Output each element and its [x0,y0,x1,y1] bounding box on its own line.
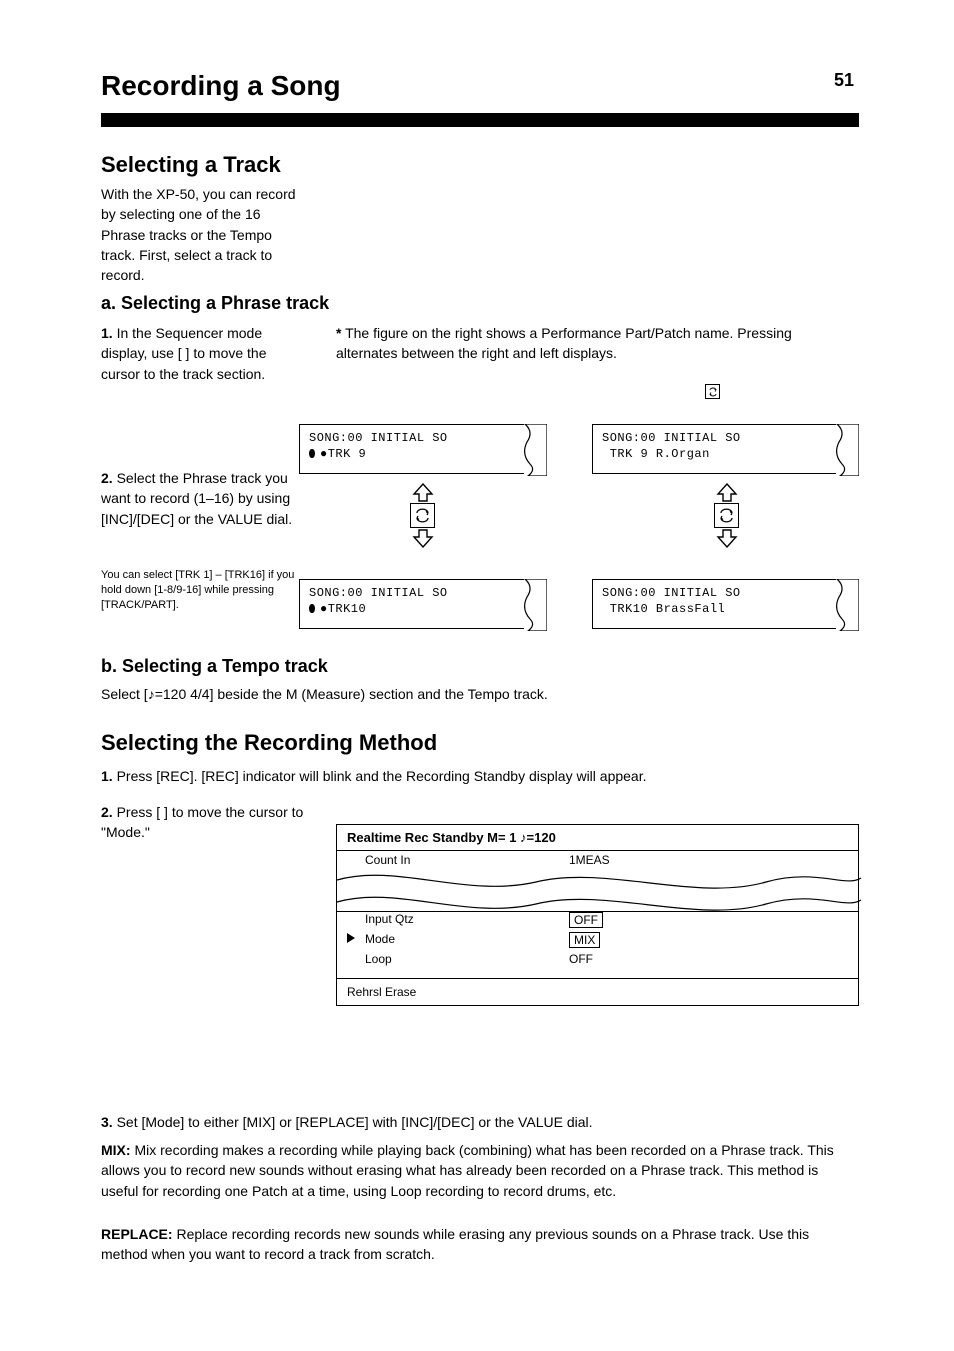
wave-break [337,868,858,912]
lcd-2-text: SONG:00 INITIAL SO TRK 9 R.Organ [593,425,858,462]
step-r3-num: 3. [101,1114,113,1130]
menu-value: 1MEAS [565,853,614,867]
menu-title: Realtime Rec Standby M= 1 ♪=120 [337,825,858,851]
step-a2-text: Select the Phrase track you want to reco… [101,470,292,527]
cycle-icon [714,503,739,528]
step-r3-text: Set [Mode] to either [MIX] or [REPLACE] … [117,1114,593,1130]
lcd-1: SONG:00 INITIAL SO ●TRK 9 [299,424,547,474]
page-title: Recording a Song [101,70,341,102]
arrow-down-icon [412,529,434,548]
menu-value-box: MIX [569,932,600,948]
step-a1-text: In the Sequencer mode display, use [ ] t… [101,325,267,382]
menu-row-0: Count In 1MEAS [337,851,858,869]
menu-box-bottom: Input Qtz OFF Mode MIX Loop OFF Rehrsl E… [336,910,859,1006]
subsection-b-text: Select [♪=120 4/4] beside the M (Measure… [101,684,851,704]
cycle-block-right [714,483,739,548]
cycle-block-left [410,483,435,548]
lcd-3: SONG:00 INITIAL SO ●TRK10 [299,579,547,629]
step-a1: 1. In the Sequencer mode display, use [ … [101,323,301,384]
replace-text: Replace recording records new sounds whi… [101,1226,809,1262]
menu-cursor [347,912,365,928]
step-r1-text: Press [REC]. [REC] indicator will blink … [117,768,647,784]
step-r2: 2. Press [ ] to move the cursor to "Mode… [101,802,311,843]
menu-cursor [347,952,365,966]
mix-block: MIX: Mix recording makes a recording whi… [101,1140,851,1201]
header-rule [101,113,859,127]
intro-text: With the XP-50, you can record by select… [101,184,301,285]
fn-text: The figure on the right shows a Performa… [336,325,792,361]
lcd-1-text: SONG:00 INITIAL SO ●TRK 9 [300,425,546,462]
replace-block: REPLACE: Replace recording records new s… [101,1224,851,1265]
menu-label: Loop [365,952,565,966]
arrow-up-icon [412,483,434,502]
subsection-b-title: b. Selecting a Tempo track [101,656,328,677]
menu-label: Count In [365,853,565,867]
lcd-2: SONG:00 INITIAL SO TRK 9 R.Organ [592,424,859,474]
replace-label: REPLACE: [101,1226,173,1242]
step-r1-num: 1. [101,768,113,784]
step-r2-text: Press [ ] to move the cursor to "Mode." [101,804,303,840]
page: Recording a Song 51 Selecting a Track Wi… [0,0,954,1351]
menu-cursor [347,853,365,867]
step-r1: 1. Press [REC]. [REC] indicator will bli… [101,766,851,786]
step-a2: 2. Select the Phrase track you want to r… [101,468,301,529]
step-r3: 3. Set [Mode] to either [MIX] or [REPLAC… [101,1112,851,1132]
cycle-icon-small [705,384,720,399]
menu-cursor [347,932,365,948]
fn-ast: * [336,325,341,341]
extra-text: You can select [TRK 1] – [TRK16] if you … [101,568,301,613]
lcd-3-text: SONG:00 INITIAL SO ●TRK10 [300,580,546,617]
step-a2-num: 2. [101,470,113,486]
menu-value-box: OFF [569,912,603,928]
cycle-icon [410,503,435,528]
menu-row-1: Input Qtz OFF [337,910,858,930]
menu-row-3: Loop OFF [337,950,858,968]
arrow-up-icon [716,483,738,502]
menu-box-top: Realtime Rec Standby M= 1 ♪=120 Count In… [336,824,859,912]
page-number: 51 [834,70,854,91]
menu-value: OFF [565,952,597,966]
lcd-4-text: SONG:00 INITIAL SO TRK10 BrassFall [593,580,858,617]
subsection-a-title: a. Selecting a Phrase track [101,293,329,314]
menu-hint: Rehrsl Erase [337,978,858,1005]
menu-label: Input Qtz [365,912,565,928]
section-title-rec-method: Selecting the Recording Method [101,730,437,756]
menu-label: Mode [365,932,565,948]
mix-text: Mix recording makes a recording while pl… [101,1142,834,1199]
menu-row-2: Mode MIX [337,930,858,950]
step-r2-num: 2. [101,804,113,820]
mix-label: MIX: [101,1142,131,1158]
section-title-selecting-track: Selecting a Track [101,152,281,178]
menu-diagram: Realtime Rec Standby M= 1 ♪=120 Count In… [336,824,859,1006]
right-col-text: * The figure on the right shows a Perfor… [336,323,856,364]
step-a1-num: 1. [101,325,113,341]
arrow-down-icon [716,529,738,548]
lcd-4: SONG:00 INITIAL SO TRK10 BrassFall [592,579,859,629]
